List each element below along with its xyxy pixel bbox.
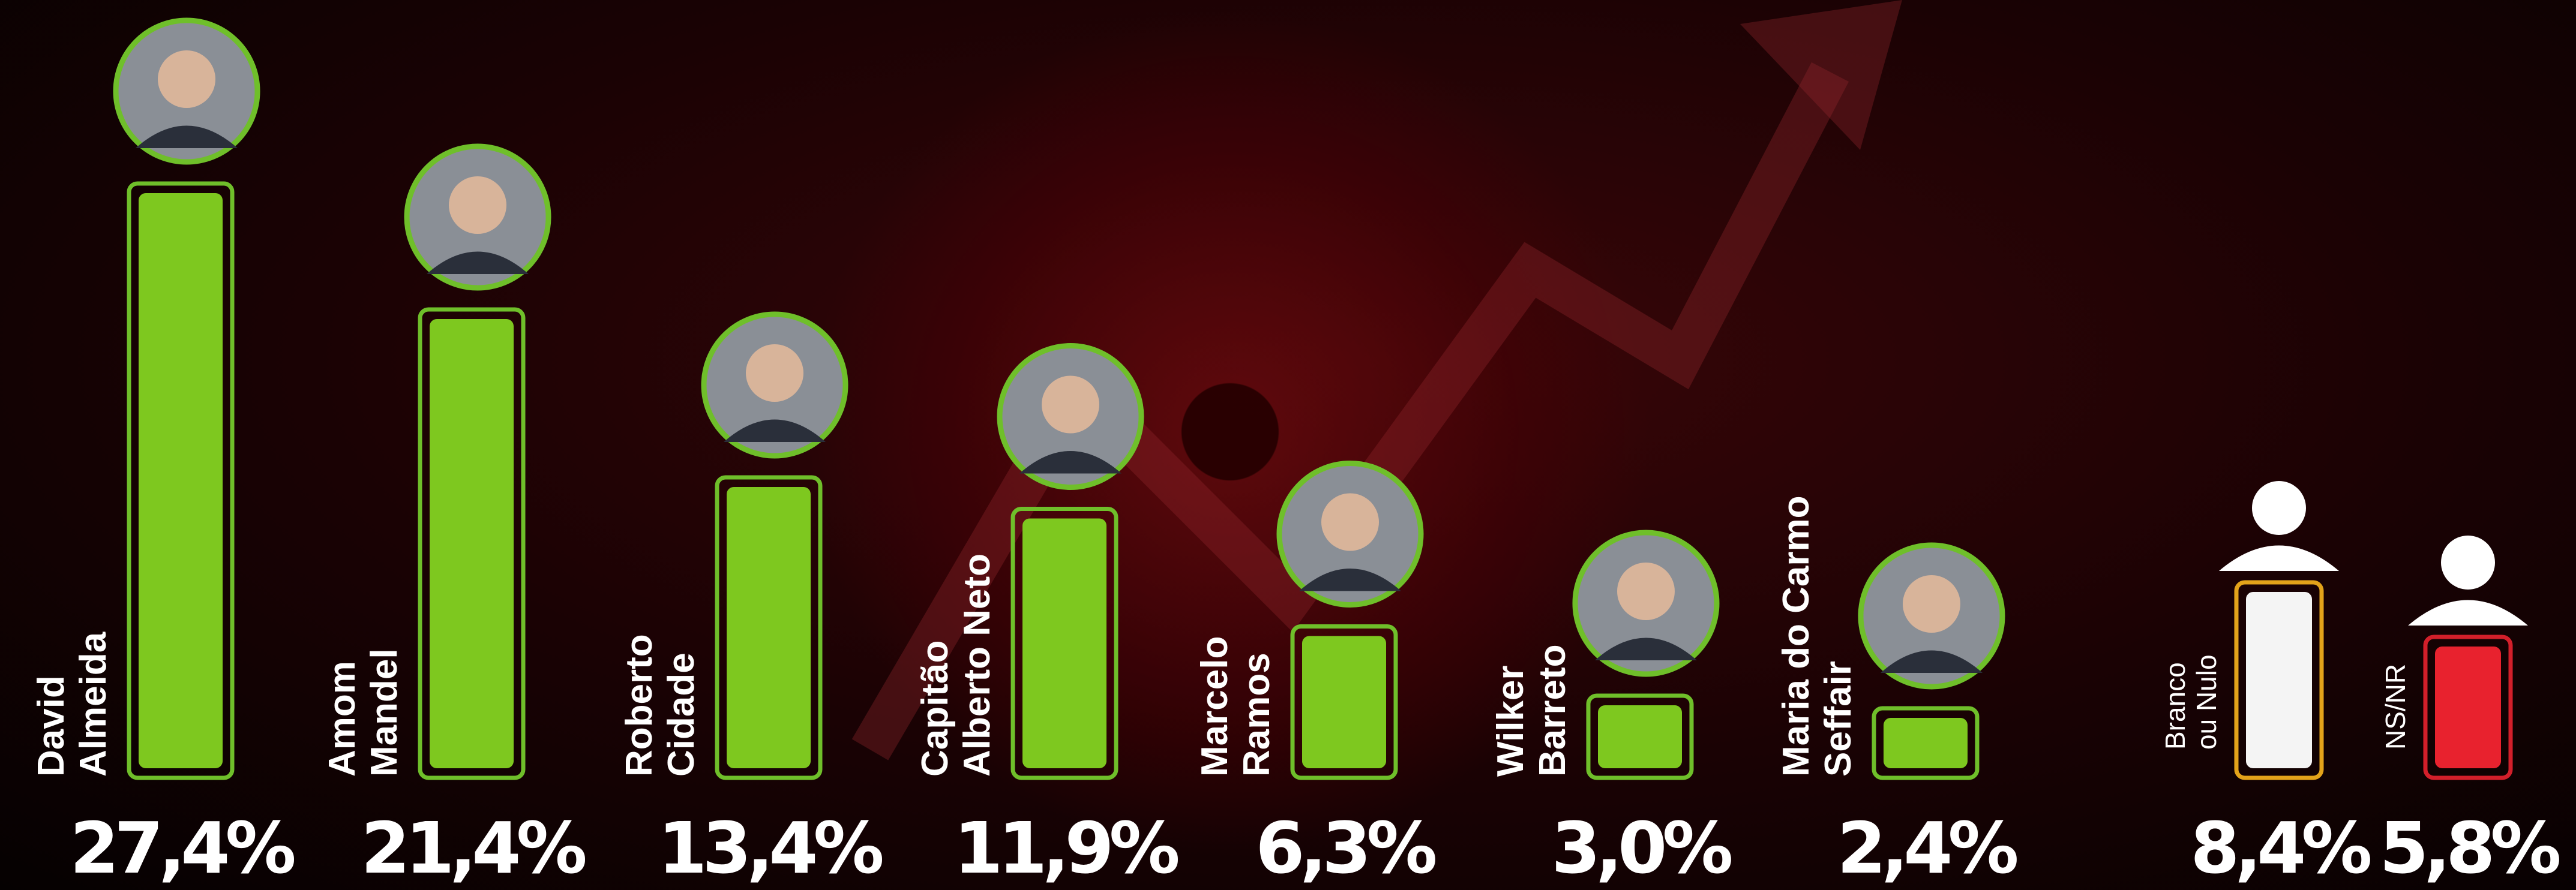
photo-head bbox=[1321, 493, 1379, 551]
silhouette-body bbox=[2219, 545, 2339, 571]
bar bbox=[139, 193, 223, 768]
photo-body bbox=[1019, 451, 1121, 474]
photo-head bbox=[1903, 575, 1960, 633]
bar bbox=[2435, 647, 2501, 768]
bar-outline bbox=[1872, 706, 1980, 780]
bar-outline bbox=[418, 307, 526, 780]
photo-body bbox=[1881, 650, 1983, 673]
photo-head bbox=[1617, 563, 1675, 620]
bar-outline bbox=[2423, 635, 2513, 780]
silhouette-head bbox=[2252, 481, 2306, 535]
bar-outline bbox=[715, 475, 823, 780]
value-label: 21,4% bbox=[361, 807, 585, 889]
bar bbox=[727, 487, 811, 768]
value-label: 27,4% bbox=[70, 807, 294, 889]
category-label: Roberto Cidade bbox=[619, 634, 702, 777]
silhouette-body bbox=[2408, 600, 2528, 626]
bar bbox=[2246, 592, 2312, 768]
photo-head bbox=[449, 176, 506, 234]
category-label: Amom Mandel bbox=[322, 648, 405, 777]
value-label: 13,4% bbox=[658, 807, 882, 889]
value-label: 3,0% bbox=[1551, 807, 1731, 889]
bar bbox=[1302, 636, 1386, 768]
category-label: Capitão Alberto Neto bbox=[914, 554, 998, 777]
category-label: David Almeida bbox=[31, 632, 114, 777]
silhouette-head bbox=[2441, 536, 2495, 590]
bar bbox=[1022, 518, 1106, 768]
arrow-head-decoration bbox=[1740, 0, 1902, 150]
photo-body bbox=[136, 125, 238, 148]
photo-body bbox=[1595, 638, 1697, 660]
bar bbox=[1884, 718, 1968, 768]
value-label: 6,3% bbox=[1255, 807, 1435, 889]
photo-body bbox=[724, 419, 826, 442]
category-label: Branco ou Nulo bbox=[2160, 654, 2222, 750]
photo-body bbox=[427, 251, 529, 274]
bar bbox=[1598, 705, 1682, 768]
photo-head bbox=[746, 344, 803, 402]
category-label: Wilker Barreto bbox=[1490, 644, 1573, 777]
photo-head bbox=[1042, 375, 1099, 434]
bar-outline bbox=[1010, 507, 1118, 780]
photo-body bbox=[1299, 569, 1401, 591]
value-label: 5,8% bbox=[2379, 807, 2559, 889]
bar-outline bbox=[2234, 580, 2324, 780]
category-label: Marcelo Ramos bbox=[1194, 636, 1277, 777]
category-label: NS/NR bbox=[2380, 663, 2411, 750]
value-label: 2,4% bbox=[1837, 807, 2017, 889]
category-label: Maria do Carmo Seffair bbox=[1776, 495, 1859, 777]
value-label: 8,4% bbox=[2190, 807, 2370, 889]
photo-head bbox=[158, 50, 215, 108]
bar-outline bbox=[127, 181, 235, 780]
value-label: 11,9% bbox=[953, 807, 1178, 889]
bar bbox=[430, 319, 514, 768]
bar-outline bbox=[1586, 693, 1694, 780]
bar-outline bbox=[1290, 624, 1398, 780]
